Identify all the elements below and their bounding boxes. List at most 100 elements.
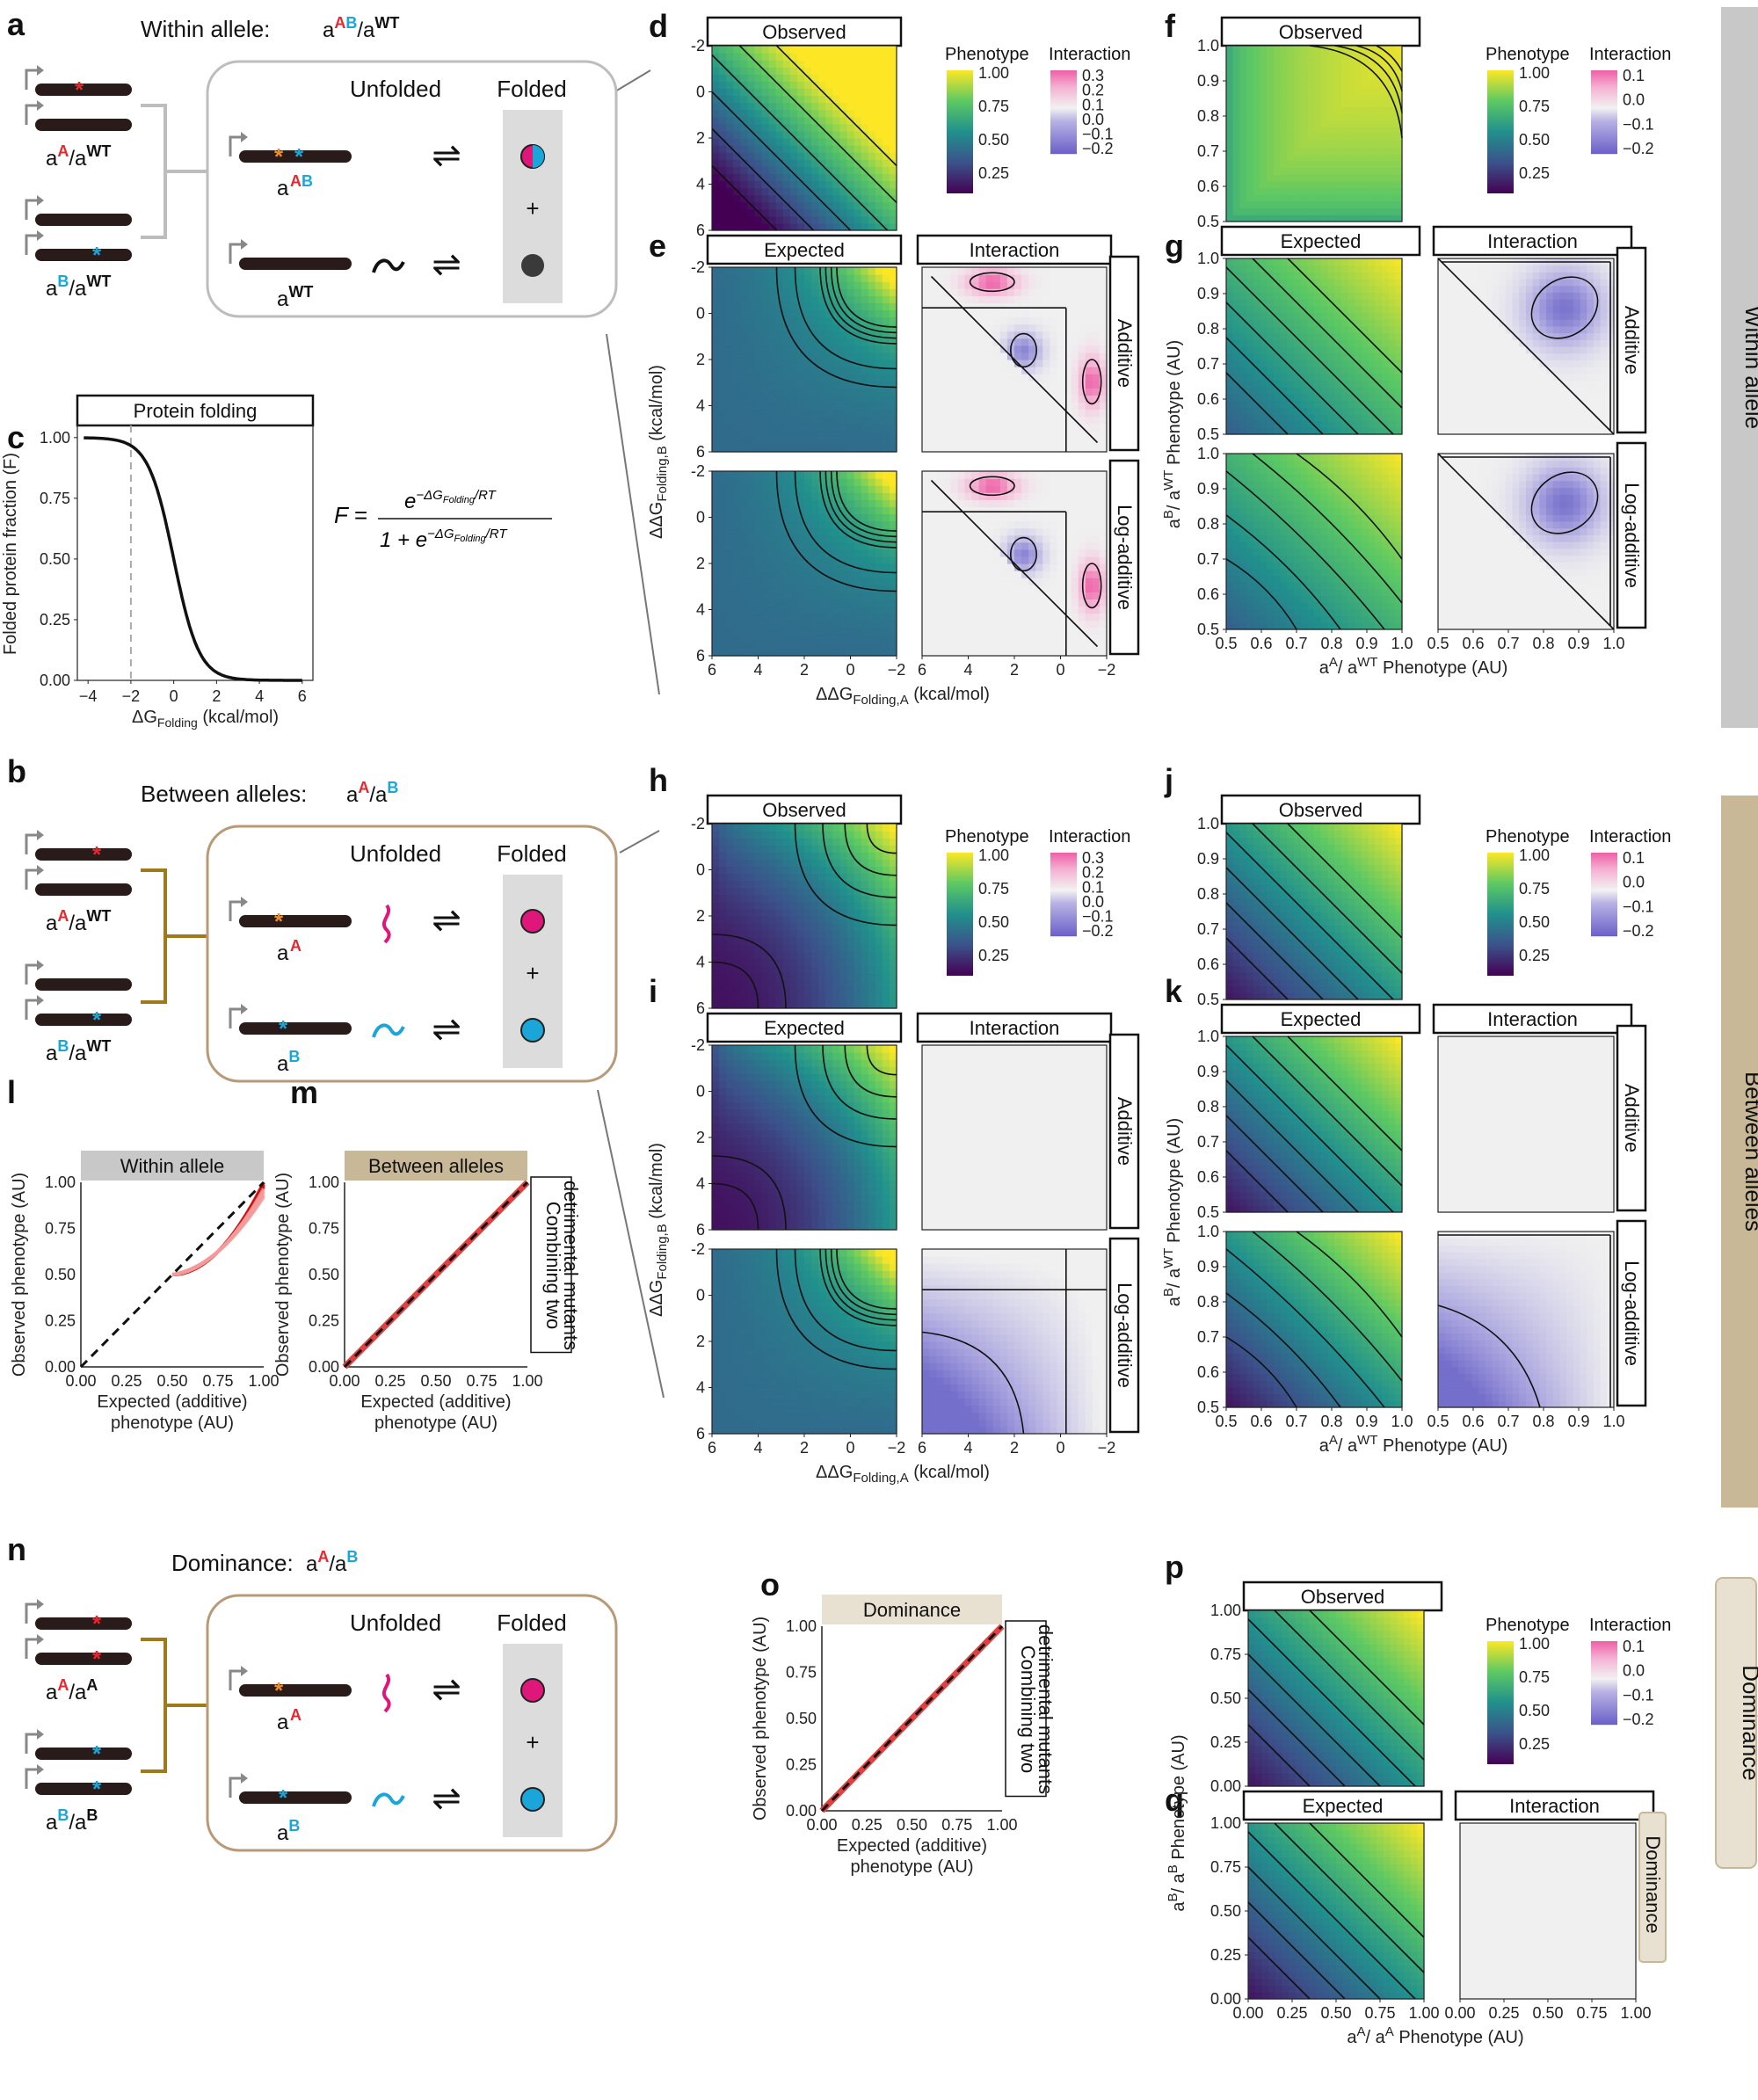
folding-equation: F = e−ΔGFolding/RT 1 + e−ΔGFolding/RT: [334, 488, 552, 552]
heatmap-expected-logadditive: [1226, 454, 1403, 630]
contour-lines: [1437, 258, 1615, 435]
heatmap-expected-logadditive: [1226, 1232, 1403, 1408]
ddg-ylabel: ΔΔGFolding,B (kcal/mol): [647, 1143, 670, 1317]
contour-lines: [1437, 1234, 1611, 1408]
svg-text:detrimental mutants: detrimental mutants: [1035, 1624, 1057, 1794]
scatter-xtick: 0.25: [852, 1816, 883, 1834]
y-tick: 0.8: [1197, 107, 1219, 125]
y-tick: 0: [696, 305, 705, 323]
strip-observed: [1242, 1580, 1443, 1612]
x-tick: 4: [753, 1439, 762, 1457]
scatter-xtick: 1.00: [512, 1372, 542, 1390]
panel-letter-k: k: [1165, 973, 1183, 1009]
strip-protein-folding-label: Protein folding: [134, 400, 258, 422]
scatter-ytick: 0.25: [45, 1312, 76, 1330]
scatter-points: [819, 1624, 1005, 1813]
y-tick: -2: [691, 462, 705, 480]
strip-logadditive-label: Log-additive: [1621, 483, 1643, 588]
y-tick: 0.75: [1210, 1646, 1241, 1663]
scatter-ytick: 0.00: [786, 1802, 817, 1820]
svg-text:*: *: [92, 1646, 102, 1672]
svg-text:*: *: [92, 1610, 102, 1637]
svg-text:⇌: ⇌: [432, 136, 461, 175]
y-tick: 0.00: [1210, 1777, 1241, 1795]
y-tick: -2: [691, 1036, 705, 1054]
y-tick: 4: [696, 954, 705, 971]
x-tick: 1.00: [1620, 2004, 1651, 2022]
strip-interaction: [1432, 1003, 1633, 1035]
scatter-curve: [171, 1188, 265, 1276]
scatter-diagonal: [343, 1181, 529, 1369]
heatmaps-pheno-within: Observed 0.5 0.6 0.7 0.8 0.9 1.0 Expected Intera…: [1161, 16, 1647, 678]
heatmap-expected-additive: [1248, 1823, 1425, 2000]
scatter-ytick: 1.00: [45, 1174, 76, 1191]
strip-additive: [1108, 255, 1140, 452]
svg-text:Combining two: Combining two: [542, 1202, 564, 1330]
legend-interaction-bar: [1591, 70, 1617, 155]
panel-letter-a: a: [7, 6, 25, 42]
panel-letter-i: i: [649, 973, 657, 1009]
legend-interaction-title: Interaction: [1049, 827, 1130, 847]
legend-tick: −0.1: [1623, 1686, 1654, 1704]
scatter-xlabel: Expected (additive): [837, 1836, 987, 1856]
svg-text:+: +: [526, 1729, 539, 1755]
scatter-curve: [171, 1189, 265, 1276]
contour-lines: [711, 45, 897, 231]
y-tick: 0.75: [1210, 1858, 1241, 1876]
y-tick: 6: [696, 1221, 705, 1239]
y-tick: 0.5: [1197, 1399, 1219, 1416]
x-tick: 6: [708, 661, 716, 679]
pheno-xlabel: aA/ aWT Phenotype (AU): [1319, 1433, 1508, 1456]
y-tick: 1.0: [1197, 445, 1219, 462]
strip-observed-label: Observed: [762, 21, 846, 43]
legend-d: Phenotype Interaction1.000.750.500.250.30…: [945, 45, 1130, 193]
contour-lines: [1225, 1035, 1403, 1213]
heatmap-interaction-logadditive: [1438, 1232, 1615, 1408]
y-tick: 0.9: [1197, 1063, 1219, 1080]
y-tick: 1.00: [1210, 1814, 1241, 1832]
y-tick: 0.9: [1197, 1258, 1219, 1275]
c-curve: [84, 436, 302, 682]
x-tick: 0.25: [1488, 2004, 1519, 2022]
svg-text:*: *: [279, 1784, 288, 1811]
svg-text:*: *: [274, 908, 284, 934]
contour-lines: [922, 476, 1102, 656]
scatter-xtick: 0.25: [374, 1372, 405, 1390]
x-tick: 0.9: [1567, 635, 1589, 652]
c-ytick: 0.00: [40, 672, 70, 689]
x-tick: 0.75: [1364, 2004, 1395, 2022]
strip-interaction: [916, 234, 1113, 265]
svg-text:Within allele: Within allele: [1740, 306, 1758, 429]
y-tick: 2: [696, 351, 705, 368]
legend-tick: 0.50: [1519, 913, 1550, 931]
strip-logadditive-label: Log-additive: [1621, 1261, 1643, 1366]
x-tick: 0.6: [1462, 1413, 1484, 1430]
scatter-strip-label: Between alleles: [368, 1155, 504, 1177]
strip-additive-label: Additive: [1621, 306, 1643, 374]
heatmap-interaction-additive: [922, 1045, 1108, 1231]
x-tick: 1.0: [1602, 635, 1624, 652]
y-tick: 0.50: [1210, 1689, 1241, 1707]
legend-tick: 0.50: [1519, 1702, 1550, 1719]
panel-letter-c: c: [7, 419, 25, 455]
y-tick: 0.5: [1197, 425, 1219, 443]
y-tick: 0.7: [1197, 142, 1219, 160]
y-tick: -2: [691, 37, 705, 54]
y-tick: 0.6: [1197, 390, 1219, 408]
x-tick: 0.25: [1276, 2004, 1307, 2022]
contour-lines: [1437, 453, 1615, 630]
svg-text:+: +: [526, 195, 539, 222]
c-xtick: −2: [122, 687, 141, 705]
strip-expected-label: Expected: [1281, 1008, 1362, 1030]
legend-tick: 0.0: [1082, 111, 1104, 128]
x-tick: −2: [1098, 1439, 1116, 1457]
scatter-diagonal: [79, 1181, 265, 1369]
strip-dominance-label: Dominance: [1642, 1835, 1664, 1933]
scatter-xlabel: Expected (additive): [97, 1392, 247, 1412]
svg-text:*: *: [279, 1015, 288, 1042]
x-tick: 0.00: [1232, 2004, 1263, 2022]
strip-expected: [706, 1012, 903, 1043]
svg-text:aB/aWT: aB/aWT: [46, 272, 111, 301]
y-tick: 0.6: [1197, 1363, 1219, 1381]
scatter-ylabel: Observed phenotype (AU): [10, 1173, 29, 1377]
